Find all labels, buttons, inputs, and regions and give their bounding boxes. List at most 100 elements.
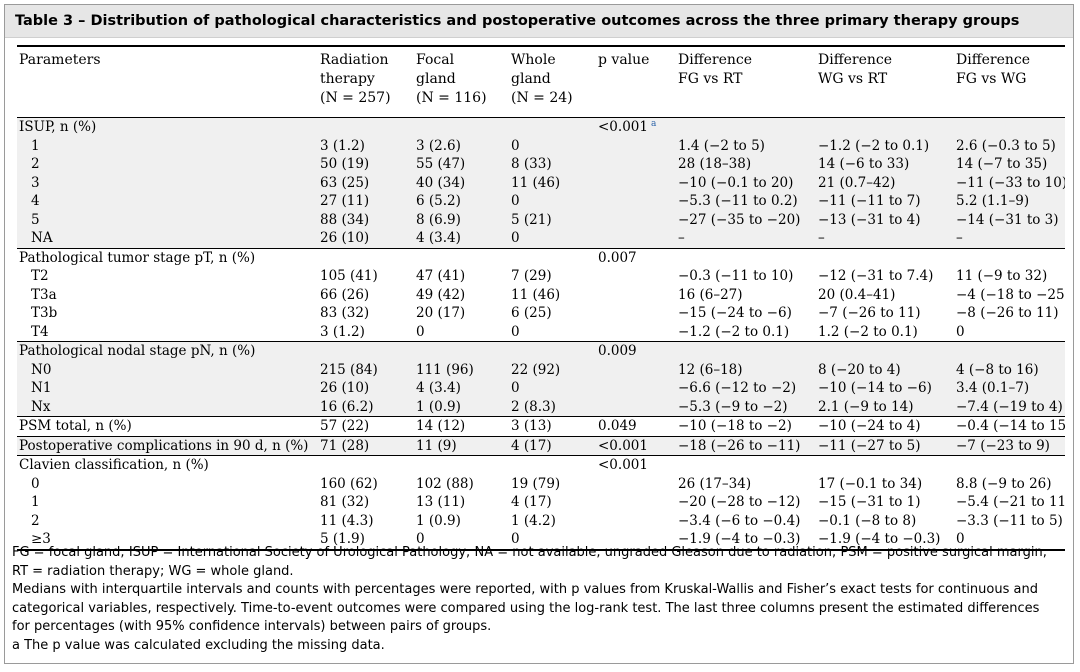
- table-cell: 4 (−8 to 16): [956, 361, 1039, 378]
- table-cell: 26 (10): [320, 380, 370, 396]
- column-header: Focal gland (N = 116): [416, 52, 487, 106]
- table-cell: 8 (−20 to 4): [818, 361, 901, 378]
- table-cell: 111 (96): [416, 361, 474, 378]
- row-label: Pathological tumor stage pT, n (%): [19, 249, 256, 266]
- table-cell: –: [956, 230, 963, 246]
- table-group-row: Postoperative complications in 90 d, n (…: [17, 436, 1065, 456]
- table-note: FG = focal gland; ISUP = International S…: [12, 545, 1048, 579]
- table-cell: 5.2 (1.1–9): [956, 193, 1030, 209]
- table-cell: 1.2 (−2 to 0.1): [818, 323, 918, 340]
- table-cell: [818, 456, 956, 475]
- table-cell: 0: [511, 230, 520, 246]
- table-cell: [598, 304, 678, 323]
- table-cell: −10 (−14 to −6): [818, 380, 932, 396]
- table-cell: −27 (−35 to −20): [678, 211, 801, 228]
- table-cell: 3.4 (0.1–7): [956, 380, 1030, 396]
- table-cell: 11 (4.3): [320, 512, 374, 529]
- table-cell: 0: [416, 323, 425, 340]
- table-cell: −11 (−33 to 10): [956, 174, 1065, 191]
- table-cell: −7 (−26 to 11): [818, 305, 921, 321]
- table-cell: 16 (6.2): [320, 398, 374, 415]
- table-cell: 4 (17): [511, 494, 552, 510]
- row-label: 3: [31, 174, 40, 191]
- table-cell: −0.4 (−14 to 15): [956, 418, 1065, 434]
- footnote-marker: a: [650, 118, 657, 129]
- bottom-rule: [17, 548, 1065, 551]
- table-cell: 11 (46): [511, 286, 561, 303]
- column-header: Radiation therapy (N = 257): [320, 52, 391, 106]
- table-cell: [416, 249, 511, 268]
- table-cell: 17 (−0.1 to 34): [818, 475, 923, 492]
- table-group-row: Pathological tumor stage pT, n (%) 0.007: [17, 249, 1065, 268]
- table-row: N1 26 (10) 4 (3.4) 0 −6.6 (−12 to −2) −10 (−1…: [17, 379, 1065, 398]
- table-notes: FG = focal gland; ISUP = International S…: [12, 544, 1058, 655]
- table-cell: 3 (2.6): [416, 137, 461, 154]
- table-cell: [598, 379, 678, 398]
- table-cell: 0: [511, 531, 520, 547]
- row-label: Clavien classification, n (%): [19, 457, 209, 473]
- table-row: 1 81 (32) 13 (11) 4 (17) −20 (−28 to −12) −15…: [17, 493, 1065, 512]
- table-frame: Table 3 – Distribution of pathological c…: [4, 4, 1074, 664]
- row-label: 5: [31, 211, 40, 228]
- table-cell: –: [818, 230, 825, 246]
- table-cell: 0: [956, 531, 965, 547]
- table-cell: −1.9 (−4 to −0.3): [678, 531, 801, 547]
- table-cell: [818, 249, 956, 268]
- table-cell: −1.2 (−2 to 0.1): [678, 323, 790, 340]
- table-cell: [678, 118, 818, 137]
- table-cell: 83 (32): [320, 305, 370, 321]
- table-cell: 3 (1.2): [320, 137, 365, 154]
- table-cell: −7.4 (−19 to 4): [956, 398, 1063, 415]
- table-cell: [511, 456, 598, 475]
- table-cell: [320, 456, 416, 475]
- table-cell: 11 (9): [416, 437, 457, 454]
- table-row: 0 160 (62) 102 (88) 19 (79) 26 (17–34) 17 (−0…: [17, 475, 1065, 494]
- row-label: PSM total, n (%): [19, 418, 132, 434]
- table-cell: [416, 118, 511, 137]
- row-label: T3b: [31, 305, 58, 321]
- table-cell: [956, 342, 1065, 361]
- table-row: 5 88 (34) 8 (6.9) 5 (21) −27 (−35 to −20) −13…: [17, 210, 1065, 229]
- table-cell: 13 (11): [416, 494, 466, 510]
- row-label: 0: [31, 475, 40, 492]
- table-cell: −1.9 (−4 to −0.3): [818, 531, 941, 547]
- table-cell: [598, 174, 678, 193]
- table-cell: 105 (41): [320, 268, 378, 284]
- table-cell: [818, 118, 956, 137]
- table-cell: 5 (21): [511, 211, 552, 228]
- table-note: Medians with interquartile intervals and…: [12, 582, 1040, 634]
- column-header: Parameters: [19, 52, 101, 68]
- table-row: N0 215 (84) 111 (96) 22 (92) 12 (6–18) 8 (−20…: [17, 360, 1065, 379]
- table-cell: 2.1 (−9 to 14): [818, 398, 914, 415]
- table-cell: 11 (−9 to 32): [956, 268, 1048, 284]
- table-cell: −5.3 (−9 to −2): [678, 398, 788, 415]
- table-cell: [598, 323, 678, 342]
- table-cell: 14 (12): [416, 418, 466, 434]
- table-cell: 4 (17): [511, 437, 552, 454]
- table-cell: [511, 249, 598, 268]
- table-header: Parameters Radiation therapy (N = 257) Foc…: [17, 47, 1065, 118]
- table-cell: −8 (−26 to 11): [956, 305, 1059, 321]
- table-cell: [598, 286, 678, 305]
- table-cell: 5 (1.9): [320, 531, 365, 547]
- row-label: Pathological nodal stage pN, n (%): [19, 343, 256, 359]
- table-cell: 49 (42): [416, 286, 466, 303]
- column-header: Whole gland (N = 24): [511, 52, 573, 106]
- table-row: T2 105 (41) 47 (41) 7 (29) −0.3 (−11 to 10) −…: [17, 267, 1065, 286]
- table-cell: 26 (17–34): [678, 475, 752, 492]
- table-cell: −18 (−26 to −11): [678, 437, 801, 454]
- table-cell: −5.3 (−11 to 0.2): [678, 193, 798, 209]
- table-cell: 20 (17): [416, 305, 466, 321]
- table-cell: −12 (−31 to 7.4): [818, 268, 934, 284]
- table-cell: −5.4 (−21 to 11): [956, 494, 1065, 510]
- table-group-row: Clavien classification, n (%) <0.001: [17, 456, 1065, 475]
- table-cell: 4 (3.4): [416, 380, 461, 396]
- table-cell: −14 (−31 to 3): [956, 211, 1059, 228]
- table-cell: 0.007: [598, 249, 637, 266]
- table-cell: <0.001: [598, 457, 648, 473]
- table-cell: 1.4 (−2 to 5): [678, 137, 765, 154]
- table-cell: 4 (3.4): [416, 230, 461, 246]
- table-cell: 0.049: [598, 418, 637, 434]
- table-cell: 0.009: [598, 343, 637, 359]
- table-cell: −3.3 (−11 to 5): [956, 512, 1063, 529]
